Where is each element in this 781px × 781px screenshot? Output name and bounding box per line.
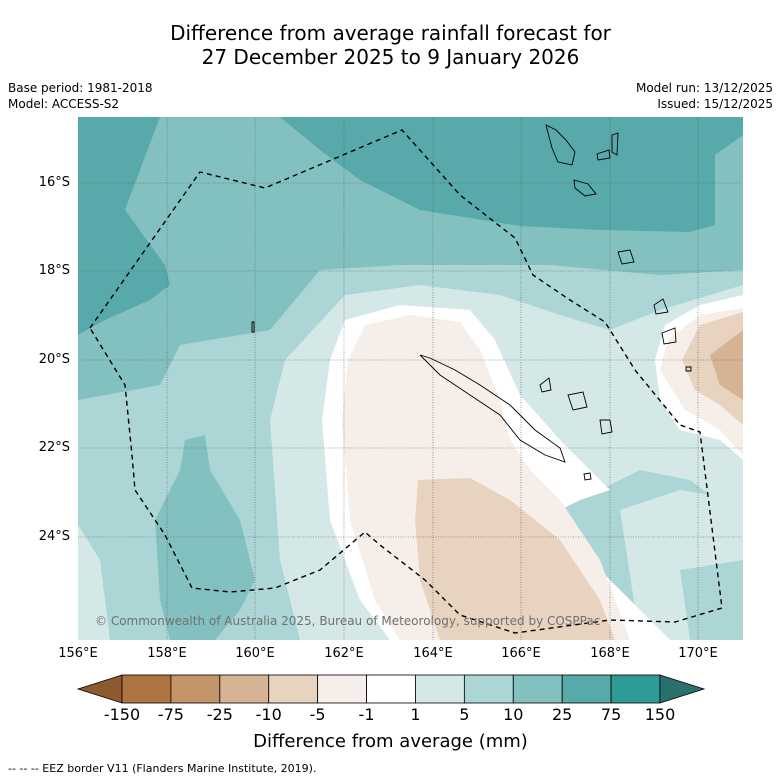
- lon-label-158e: 158°E: [147, 646, 187, 661]
- base-period: Base period: 1981-2018: [8, 81, 153, 95]
- lon-label-166e: 166°E: [501, 646, 541, 661]
- fill-25-southwest: [155, 435, 255, 640]
- model-run: Model run: 13/12/2025: [635, 81, 773, 95]
- fill-neg10-south: [415, 478, 615, 640]
- colorbar-swatch: [463, 674, 514, 704]
- lat-label-18s: 18°S: [38, 263, 70, 278]
- colorbar-tick-label: 25: [551, 705, 573, 724]
- colorbar-tick-label: 150: [644, 705, 676, 724]
- lat-label-24s: 24°S: [38, 529, 70, 544]
- colorbar-tick-label: 75: [600, 705, 622, 724]
- copyright-notice: © Commonwealth of Australia 2025, Bureau…: [95, 614, 601, 628]
- fill-5-corner: [78, 525, 110, 640]
- issued-date: Issued: 15/12/2025: [657, 97, 773, 111]
- title-line-1: Difference from average rainfall forecas…: [170, 21, 611, 45]
- model-name: Model: ACCESS-S2: [8, 97, 120, 111]
- colorbar-title: Difference from average (mm): [253, 731, 528, 752]
- aneityum-island: [661, 327, 677, 345]
- lon-label-160e: 160°E: [235, 646, 275, 661]
- fill-75-northeast: [280, 117, 743, 232]
- fill-neg10-east: [682, 312, 743, 425]
- colorbar-swatch: [170, 674, 221, 704]
- lifou-island: [567, 391, 588, 411]
- malekula-island: [573, 179, 597, 197]
- colorbar-tick-label: 1: [410, 705, 421, 724]
- colorbar-swatch: [610, 674, 661, 704]
- fill-neg25-east: [710, 330, 743, 400]
- fill-75-west: [78, 117, 170, 335]
- colorbar: [76, 674, 706, 704]
- colorbar-tick-label: 5: [459, 705, 470, 724]
- fill-10-southeast: [680, 560, 743, 640]
- colorbar-tick-label: -1: [358, 705, 375, 724]
- lon-label-164e: 164°E: [413, 646, 453, 661]
- lon-label-168e: 168°E: [590, 646, 630, 661]
- colorbar-swatch: [317, 674, 367, 704]
- colorbar-swatch: [268, 674, 319, 704]
- lat-label-22s: 22°S: [38, 440, 70, 455]
- maewo-island: [596, 149, 611, 161]
- lat-label-16s: 16°S: [38, 175, 70, 190]
- title-line-2: 27 December 2025 to 9 January 2026: [201, 45, 580, 69]
- tanna-island: [653, 298, 669, 315]
- isle-of-pines-island: [583, 472, 592, 481]
- espiritu-santo-island: [545, 124, 576, 166]
- colorbar-extend-high: [659, 674, 706, 704]
- ouvea-island: [539, 377, 552, 393]
- colorbar-extend-low: [76, 674, 123, 704]
- colorbar-swatch: [219, 674, 270, 704]
- lat-label-20s: 20°S: [38, 352, 70, 367]
- colorbar-swatch: [415, 674, 465, 704]
- gridlines: [78, 117, 743, 640]
- lon-label-156e: 156°E: [58, 646, 98, 661]
- colorbar-swatch: [512, 674, 563, 704]
- colorbar-swatch: [561, 674, 612, 704]
- matthew-island: [685, 366, 692, 372]
- colorbar-swatch: [366, 674, 416, 704]
- new-caledonia-island: [419, 354, 566, 463]
- colorbar-swatch: [121, 674, 172, 704]
- colorbar-tick-label: -10: [255, 705, 282, 724]
- rainfall-fill-layer: [78, 117, 743, 640]
- chesterfield-island: [251, 321, 255, 333]
- efate-island: [617, 249, 635, 265]
- colorbar-tick-label: -150: [103, 705, 141, 724]
- eez-footnote: -- -- -- EEZ border V11 (Flanders Marine…: [8, 762, 317, 775]
- colorbar-tick-label: 10: [503, 705, 524, 724]
- pentecost-island: [611, 132, 619, 156]
- colorbar-tick-label: -25: [206, 705, 233, 724]
- colorbar-tick-label: -5: [309, 705, 326, 724]
- lon-label-170e: 170°E: [678, 646, 718, 661]
- coastlines: [251, 124, 692, 481]
- lon-label-162e: 162°E: [324, 646, 364, 661]
- mare-island: [599, 419, 613, 435]
- eez-border: [89, 129, 723, 634]
- colorbar-tick-label: -75: [157, 705, 184, 724]
